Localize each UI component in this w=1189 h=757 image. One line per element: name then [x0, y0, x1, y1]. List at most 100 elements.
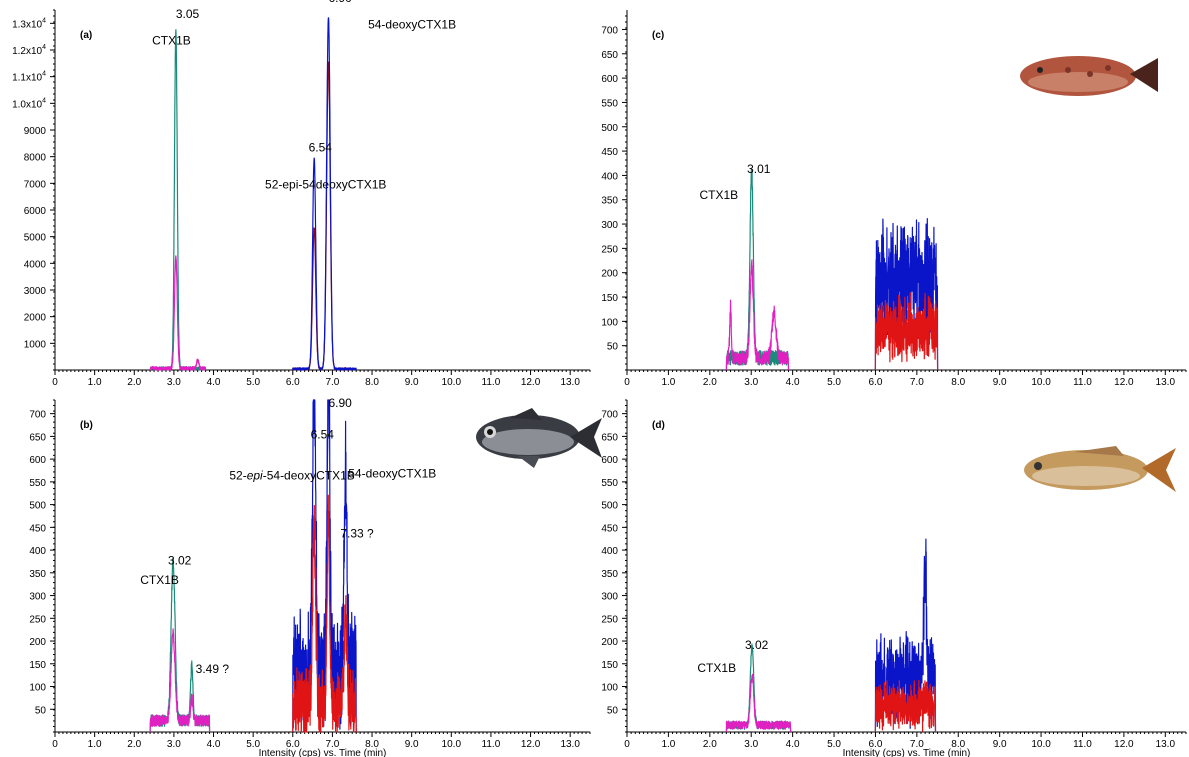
y-tick-label: 50	[35, 705, 47, 716]
x-tick-label: 4.0	[207, 739, 221, 750]
y-tick-label: 3000	[24, 286, 47, 297]
x-tick-label: 1.0	[88, 739, 102, 750]
y-tick-text: 100	[601, 683, 618, 694]
x-tick-label: 2.0	[127, 739, 141, 750]
y-tick-text: 600	[601, 74, 618, 85]
peak-annotation: 3.02	[168, 554, 192, 568]
x-tick-label: 5.0	[246, 739, 260, 750]
y-tick-text: 100	[29, 683, 46, 694]
trace-magenta	[149, 628, 211, 733]
peak-annotation: CTX1B	[699, 188, 738, 202]
y-tick-label: 700	[601, 25, 618, 36]
y-tick-label: 2000	[24, 313, 47, 324]
snapper-fish-photo	[1024, 446, 1176, 492]
y-tick-text: 1.0x10	[12, 99, 42, 110]
panel-label: (d)	[652, 420, 665, 431]
x-tick-label: 8.0	[365, 739, 379, 750]
x-tick-label: 13.0	[560, 377, 580, 388]
y-tick-text: 700	[601, 410, 618, 421]
y-tick-text: 200	[601, 269, 618, 280]
peak-annotation: 3.05	[176, 7, 200, 21]
x-tick-label: 3.0	[744, 739, 758, 750]
y-tick-label: 250	[601, 244, 618, 255]
y-tick-text: 650	[29, 432, 46, 443]
y-tick-label: 500	[601, 501, 618, 512]
x-tick-label: 1.0	[661, 739, 675, 750]
x-tick-label: 12.0	[521, 377, 541, 388]
y-tick-text: 500	[29, 501, 46, 512]
y-tick-text: 1.3x10	[12, 19, 42, 30]
x-tick-label: 5.0	[246, 377, 260, 388]
y-tick-label: 200	[601, 269, 618, 280]
y-tick-label: 400	[29, 546, 46, 557]
y-tick-text: 250	[29, 614, 46, 625]
peak-annotation: 6.90	[328, 396, 352, 410]
x-tick-label: 0	[52, 377, 58, 388]
y-tick-label: 150	[29, 660, 46, 671]
trace-blue	[874, 218, 939, 371]
trace-magenta	[725, 673, 792, 733]
x-tick-label: 1.0	[661, 377, 675, 388]
y-tick-label: 350	[601, 196, 618, 207]
y-tick-text: 8000	[24, 153, 47, 164]
x-tick-label: 10.0	[442, 377, 462, 388]
y-tick-text: 250	[601, 244, 618, 255]
peak-annotation: 52-epi-54deoxyCTX1B	[265, 178, 386, 192]
x-tick-label: 4.0	[786, 739, 800, 750]
chromatogram-panel-d: 0 1.0 2.0 3.0 4.0 5.0 6.0 7.0 8.0 9.0 10.0 11.0 12.0…	[601, 399, 1187, 757]
x-tick-label: 9.0	[993, 739, 1007, 750]
y-tick-text: 50	[607, 705, 619, 716]
annotation-part: -54-deoxyCTX1B	[263, 469, 355, 483]
y-tick-text: 700	[601, 25, 618, 36]
y-tick-label: 1000	[24, 339, 47, 350]
y-tick-text: 100	[601, 317, 618, 328]
trace-magenta	[725, 259, 790, 371]
peak-annotation: 6.54	[309, 140, 333, 154]
x-tick-label: 8.0	[951, 739, 965, 750]
y-tick-label: 1.1x104	[12, 71, 46, 84]
x-tick-label: 12.0	[1114, 739, 1134, 750]
y-tick-text: 350	[601, 569, 618, 580]
panel-label: (c)	[652, 30, 664, 41]
y-tick-label: 450	[29, 523, 46, 534]
trace-red	[292, 494, 357, 733]
y-tick-label: 350	[601, 569, 618, 580]
x-tick-label: 12.0	[521, 739, 541, 750]
y-tick-label: 400	[601, 171, 618, 182]
y-tick-text: 50	[607, 342, 619, 353]
x-tick-label: 7.0	[325, 377, 339, 388]
x-tick-label: 11.0	[482, 377, 501, 388]
y-tick-label: 200	[601, 637, 618, 648]
peak-annotation: CTX1B	[152, 34, 191, 48]
y-tick-label: 300	[601, 592, 618, 603]
y-tick-label: 650	[29, 432, 46, 443]
y-tick-text: 50	[35, 705, 47, 716]
y-tick-label: 150	[601, 660, 618, 671]
x-tick-label: 2.0	[703, 739, 717, 750]
x-axis-label: Intensity (cps) vs. Time (min)	[259, 748, 387, 757]
y-tick-label: 100	[601, 683, 618, 694]
jack-fish-photo	[476, 408, 602, 468]
panel-label: (b)	[80, 420, 93, 431]
y-tick-label: 300	[29, 592, 46, 603]
y-tick-label: 5000	[24, 233, 47, 244]
y-tick-label: 700	[29, 410, 46, 421]
y-tick-exponent: 4	[42, 71, 46, 78]
x-tick-label: 8.0	[365, 377, 379, 388]
y-tick-text: 400	[29, 546, 46, 557]
y-tick-label: 1.3x104	[12, 17, 46, 30]
y-tick-text: 1000	[24, 339, 47, 350]
y-tick-label: 450	[601, 523, 618, 534]
y-tick-label: 500	[29, 501, 46, 512]
y-tick-text: 1.2x10	[12, 46, 42, 57]
y-tick-label: 650	[601, 432, 618, 443]
x-tick-label: 5.0	[827, 739, 841, 750]
peak-annotation: 54-deoxyCTX1B	[368, 18, 456, 32]
y-tick-label: 50	[607, 705, 619, 716]
x-tick-label: 6.0	[286, 739, 300, 750]
y-tick-label: 500	[601, 123, 618, 134]
y-tick-text: 2000	[24, 313, 47, 324]
x-tick-label: 5.0	[827, 377, 841, 388]
x-tick-label: 9.0	[993, 377, 1007, 388]
x-tick-label: 11.0	[1073, 377, 1092, 388]
